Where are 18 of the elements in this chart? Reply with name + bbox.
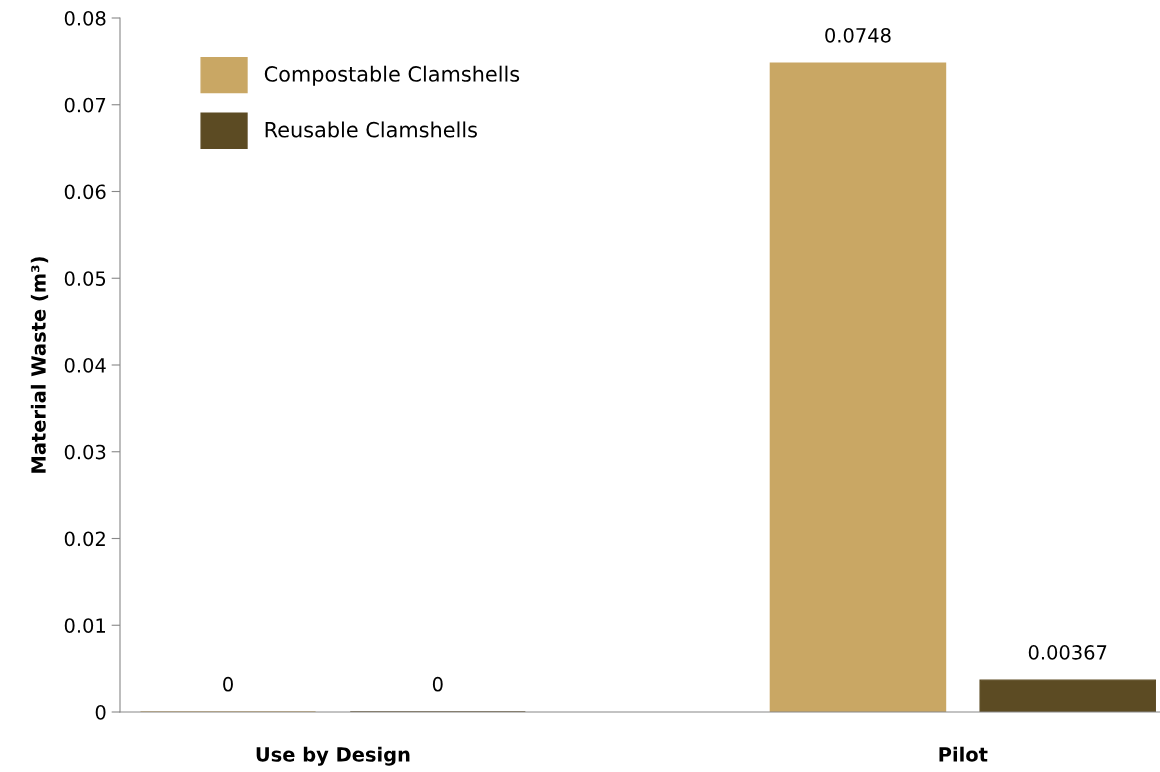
y-tick-label: 0.02 <box>64 531 105 547</box>
y-tick-label: 0.06 <box>64 184 106 200</box>
y-tick-label: 0 <box>95 704 106 720</box>
data-label: 0 <box>223 676 233 692</box>
data-label: 0.0748 <box>825 27 891 43</box>
legend-label: Reusable Clamshells <box>265 121 477 138</box>
y-tick-label: 0.01 <box>64 618 106 633</box>
y-tick-label: 0.05 <box>64 271 106 286</box>
legend-label: Compostable Clamshells <box>264 65 520 86</box>
x-tick-label: Pilot <box>939 746 988 762</box>
x-tick-label: Use by Design <box>256 746 410 766</box>
data-label: 0.00367 <box>1028 645 1107 660</box>
y-tick-label: 0.03 <box>64 444 106 460</box>
y-tick-label: 0.07 <box>64 97 106 113</box>
data-label: 0 <box>432 676 443 692</box>
y-tick-label: 0.04 <box>64 357 106 373</box>
y-tick-label: 0.08 <box>64 10 106 26</box>
y-axis-title: Material Waste (m³) <box>30 257 49 473</box>
